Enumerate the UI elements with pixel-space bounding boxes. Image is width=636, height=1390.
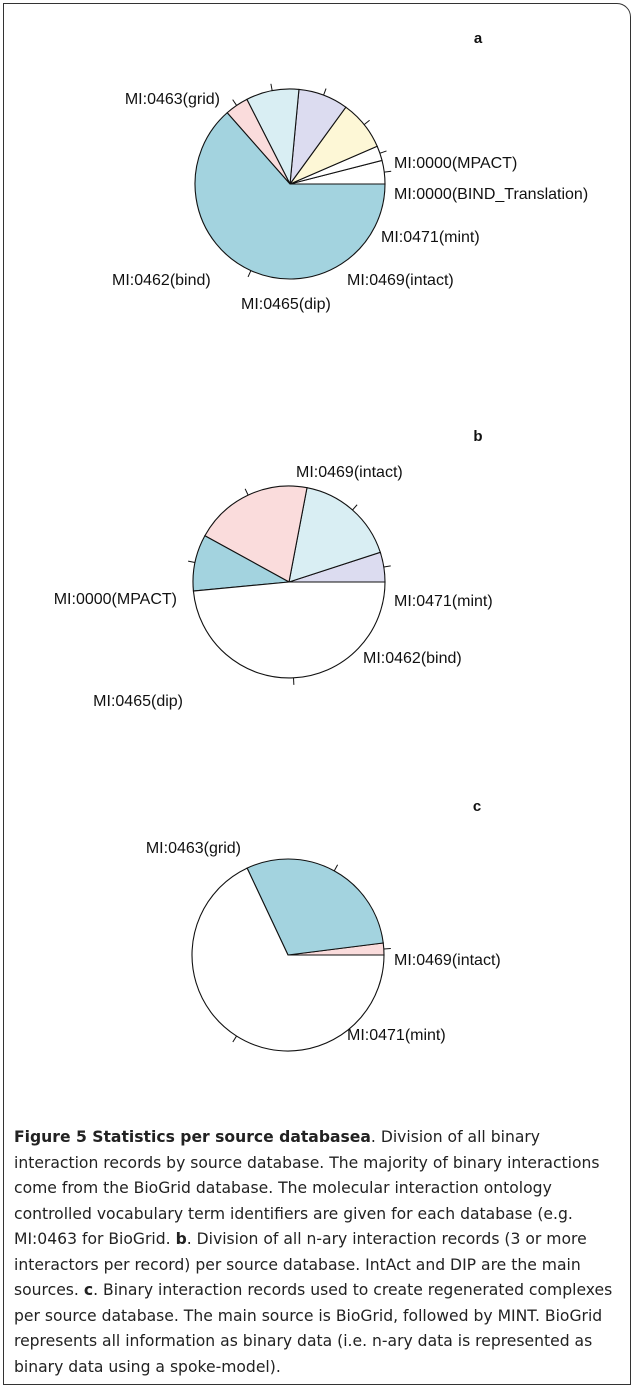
panel-letter: a <box>474 30 483 47</box>
slice-label-tick <box>188 560 196 564</box>
slice-label-tick <box>363 119 370 125</box>
slice-label: MI:0000(BIND_Translation) <box>394 186 588 203</box>
slice-label: MI:0465(dip) <box>93 693 183 710</box>
pie-chart-b: MI:0471(mint) MI:0462(bind) MI:0465(dip) MI… <box>54 428 493 710</box>
slice-label-tick <box>270 83 273 91</box>
caption-panel-letter: c <box>83 1281 94 1299</box>
pie-slice <box>192 581 386 679</box>
pie-slice <box>204 485 308 583</box>
slice-label-tick <box>383 565 391 568</box>
slice-label-tick <box>247 270 252 278</box>
slice-label-tick <box>244 488 249 496</box>
slice-label: MI:0471(mint) <box>347 1027 446 1044</box>
figure-caption: Figure 5 Statistics per source databasea… <box>14 1125 620 1380</box>
slice-label: MI:0462(bind) <box>112 272 211 289</box>
slice-label: MI:0469(intact) <box>394 952 501 969</box>
panel-letter: c <box>473 798 481 815</box>
pie-slice <box>288 487 381 583</box>
figure-pie-charts: MI:0000(MPACT) MI:0000(BIND_Translation) M… <box>54 30 588 1052</box>
slice-label: MI:0463(grid) <box>146 840 241 857</box>
slice-label-tick <box>232 99 238 106</box>
slice-label-tick <box>352 504 358 511</box>
pie-chart-c: MI:0469(intact) MI:0471(mint) MI:0463(grid… <box>146 798 501 1052</box>
caption-panel-letter: b <box>175 1230 187 1248</box>
slice-label: MI:0471(mint) <box>394 593 493 610</box>
slice-label-tick <box>232 1035 237 1043</box>
slice-label-tick <box>379 150 387 154</box>
pie-slice <box>191 867 385 1052</box>
pie-slice <box>246 858 384 956</box>
slice-label: MI:0465(dip) <box>241 296 331 313</box>
slice-label-tick <box>384 170 392 173</box>
caption-text: . Division of all binary interaction rec… <box>14 1128 600 1248</box>
pie-slice <box>194 111 386 280</box>
slice-label: MI:0000(MPACT) <box>54 591 177 608</box>
caption-title: Figure 5 Statistics per source database <box>14 1128 361 1146</box>
figure-frame <box>3 3 631 1385</box>
slice-label: MI:0463(grid) <box>125 91 220 108</box>
slice-label-tick <box>333 864 339 872</box>
slice-label: MI:0469(intact) <box>347 272 454 289</box>
slice-label: MI:0469(intact) <box>296 464 403 481</box>
pie-chart-a: MI:0000(MPACT) MI:0000(BIND_Translation) M… <box>112 30 588 313</box>
caption-text: . Binary interaction records used to cre… <box>14 1281 613 1376</box>
slice-label: MI:0471(mint) <box>381 229 480 246</box>
caption-panel-letter: a <box>360 1128 371 1146</box>
slice-label: MI:0000(MPACT) <box>394 155 517 172</box>
slice-label: MI:0462(bind) <box>363 650 462 667</box>
panel-letter: b <box>473 428 482 445</box>
slice-label-tick <box>323 88 327 96</box>
caption-text: . Division of all n-ary interaction reco… <box>14 1230 587 1299</box>
